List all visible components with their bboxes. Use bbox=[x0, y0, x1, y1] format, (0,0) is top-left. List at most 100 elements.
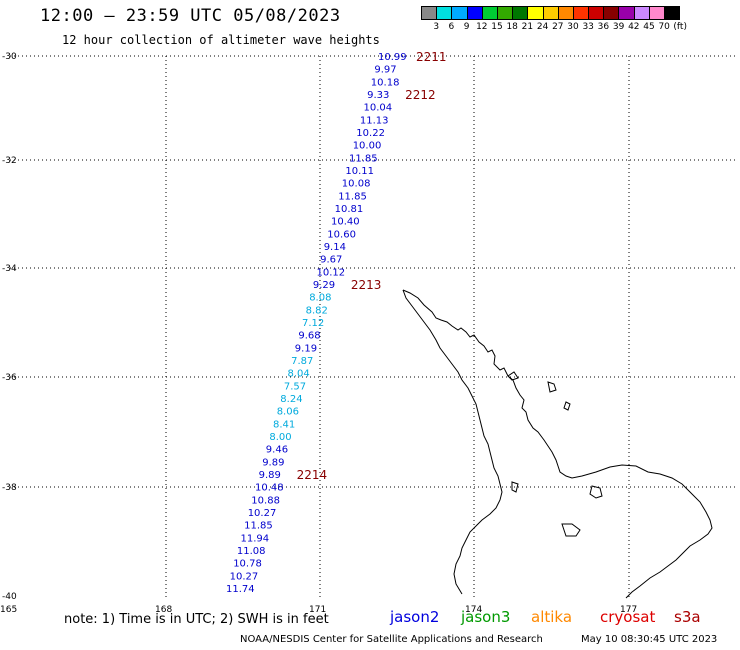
wave-height-value: 10.99 bbox=[378, 52, 407, 63]
satellite-altika: altika bbox=[531, 608, 573, 626]
credit-source: NOAA/NESDIS Center for Satellite Applica… bbox=[240, 634, 543, 645]
wave-height-value: 9.68 bbox=[298, 331, 320, 342]
time-labels: 2211 2212 2213 2214 bbox=[297, 50, 447, 482]
map-title: 12:00 – 23:59 UTC 05/08/2023 bbox=[40, 6, 341, 26]
map-subtitle: 12 hour collection of altimeter wave hei… bbox=[62, 33, 380, 47]
wave-height-value: 11.94 bbox=[241, 533, 270, 544]
color-scale-labels: 3 6 9 12 15 18 21 24 27 30 33 36 39 42 45 70 (ft) bbox=[421, 22, 687, 34]
lake-taupo bbox=[589, 485, 603, 499]
wave-height-value: 10.04 bbox=[364, 103, 393, 114]
pass-time-label: 2213 bbox=[351, 278, 382, 292]
satellite-cryosat: cryosat bbox=[600, 608, 656, 626]
wave-height-value: 9.29 bbox=[313, 280, 335, 291]
color-scale-label: 15 bbox=[491, 22, 503, 32]
color-scale-cell bbox=[421, 6, 438, 20]
satellite-s3a: s3a bbox=[674, 608, 701, 626]
wave-height-value: 10.88 bbox=[251, 495, 280, 506]
longitude-label: 174 bbox=[465, 605, 482, 615]
wave-height-value: 7.87 bbox=[291, 356, 313, 367]
color-scale-label: 3 bbox=[433, 22, 440, 32]
wave-height-value: 9.89 bbox=[262, 457, 284, 468]
wave-height-value: 10.40 bbox=[331, 217, 360, 228]
wave-height-value: 9.33 bbox=[367, 90, 389, 101]
satellite-jason2: jason2 bbox=[390, 608, 440, 626]
color-scale-cell bbox=[572, 6, 590, 20]
wave-height-value: 11.08 bbox=[237, 546, 266, 557]
wave-height-value: 8.24 bbox=[280, 394, 302, 405]
color-scale-cell bbox=[557, 6, 574, 20]
wave-height-value: 10.00 bbox=[353, 141, 382, 152]
color-scale-legend: 3 6 9 12 15 18 21 24 27 30 33 36 39 42 45 70 (ft) bbox=[421, 6, 687, 34]
wave-height-value: 9.14 bbox=[324, 242, 346, 253]
latitude-label: -32 bbox=[2, 156, 17, 166]
wave-height-value: 9.46 bbox=[266, 445, 288, 456]
color-scale-label: 21 bbox=[521, 22, 534, 32]
pass-time-label: 2214 bbox=[297, 468, 328, 482]
color-scale-cell bbox=[512, 6, 529, 20]
wave-height-value: 10.12 bbox=[317, 267, 346, 278]
color-scale-label: 42 bbox=[628, 22, 640, 32]
footnote: note: 1) Time is in UTC; 2) SWH is in fe… bbox=[64, 612, 329, 627]
color-scale-cell bbox=[496, 6, 514, 20]
credit-timestamp: May 10 08:30:45 UTC 2023 bbox=[581, 634, 718, 645]
wave-height-value: 11.85 bbox=[244, 521, 273, 532]
wave-height-value: 11.13 bbox=[360, 115, 389, 126]
wave-height-value: 7.12 bbox=[302, 318, 324, 329]
wave-height-value: 11.85 bbox=[349, 153, 378, 164]
latitude-labels: -30 -32 -34 -36 -38 -40 bbox=[2, 52, 17, 602]
color-scale-cell bbox=[481, 6, 498, 20]
color-scale-cells bbox=[421, 6, 681, 20]
color-scale-cell bbox=[542, 6, 559, 20]
color-scale-label: 33 bbox=[582, 22, 594, 32]
color-scale-label: 12 bbox=[476, 22, 488, 32]
wave-height-value: 11.74 bbox=[226, 584, 255, 595]
color-scale-label: 24 bbox=[536, 22, 549, 32]
color-scale-cell bbox=[527, 6, 544, 20]
satellite-jason3: jason3 bbox=[461, 608, 511, 626]
wave-height-value: 9.89 bbox=[259, 470, 281, 481]
island-patch-4 bbox=[511, 481, 519, 493]
wave-height-value: 7.57 bbox=[284, 381, 306, 392]
wave-height-value: 10.08 bbox=[342, 179, 371, 190]
wave-height-value: 8.41 bbox=[273, 419, 295, 430]
color-scale-cell bbox=[618, 6, 635, 20]
longitude-label: 171 bbox=[309, 605, 326, 615]
island-patch-1 bbox=[547, 381, 557, 393]
wave-height-value: 9.19 bbox=[295, 343, 317, 354]
color-scale-label: 9 bbox=[463, 22, 470, 32]
color-scale-label: 6 bbox=[448, 22, 455, 32]
wave-height-value: 8.08 bbox=[309, 293, 331, 304]
wave-height-value: 10.60 bbox=[327, 229, 356, 240]
latitude-label: -40 bbox=[2, 592, 17, 602]
color-scale-cell bbox=[451, 6, 468, 20]
latitude-label: -38 bbox=[2, 483, 17, 493]
coastline bbox=[402, 289, 713, 599]
wave-height-value: 9.67 bbox=[320, 255, 342, 266]
wave-height-value: 9.97 bbox=[374, 65, 396, 76]
color-scale-label: 18 bbox=[506, 22, 518, 32]
wave-height-value: 11.85 bbox=[338, 191, 367, 202]
wave-height-value: 10.78 bbox=[233, 559, 262, 570]
wave-height-value: 10.22 bbox=[356, 128, 385, 139]
island-patch-2 bbox=[563, 401, 571, 411]
color-scale-cell bbox=[633, 6, 650, 20]
color-scale-label: 27 bbox=[552, 22, 564, 32]
latitude-label: -30 bbox=[2, 52, 17, 62]
color-scale-label: 70 bbox=[658, 22, 670, 32]
island-patch-5 bbox=[507, 371, 519, 381]
color-scale-cell bbox=[466, 6, 483, 20]
wave-height-value: 10.48 bbox=[255, 483, 284, 494]
latitude-label: -36 bbox=[2, 373, 17, 383]
color-scale-label: 39 bbox=[612, 22, 625, 32]
pass-time-label: 2212 bbox=[405, 88, 436, 102]
north-island-west-coast bbox=[402, 289, 503, 595]
wave-height-value: 8.06 bbox=[277, 407, 299, 418]
wave-height-value: 10.27 bbox=[230, 571, 259, 582]
color-scale-unit: (ft) bbox=[673, 22, 687, 32]
longitude-labels: 165 168 171 174 177 bbox=[0, 605, 637, 615]
north-island-outline bbox=[402, 289, 713, 599]
longitude-label: 165 bbox=[0, 605, 17, 615]
graticule bbox=[10, 55, 735, 598]
color-scale-label: 45 bbox=[643, 22, 655, 32]
